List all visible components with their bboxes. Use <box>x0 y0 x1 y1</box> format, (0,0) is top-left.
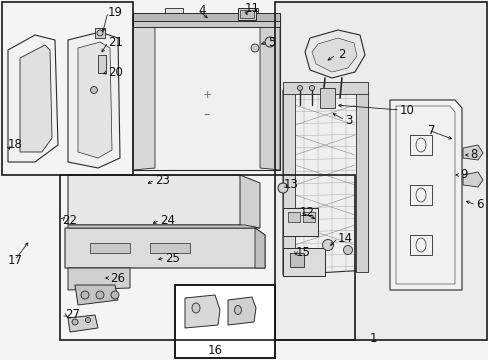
Polygon shape <box>305 30 364 78</box>
Bar <box>274 2 486 340</box>
Ellipse shape <box>343 246 352 255</box>
Text: 23: 23 <box>155 174 169 186</box>
Text: 25: 25 <box>164 252 180 265</box>
Bar <box>283 248 325 276</box>
Bar <box>240 10 253 18</box>
Text: 22: 22 <box>62 213 77 226</box>
Text: 5: 5 <box>267 36 275 49</box>
Polygon shape <box>68 32 120 168</box>
Text: 8: 8 <box>469 148 476 162</box>
Polygon shape <box>75 285 118 305</box>
Text: 17: 17 <box>8 253 23 266</box>
Text: 13: 13 <box>284 179 298 192</box>
Polygon shape <box>462 172 482 187</box>
Text: 19: 19 <box>108 5 123 18</box>
Ellipse shape <box>250 44 259 52</box>
Bar <box>133 15 280 27</box>
Ellipse shape <box>96 291 104 299</box>
Text: 6: 6 <box>475 198 483 211</box>
Polygon shape <box>68 268 130 290</box>
Bar <box>409 185 431 205</box>
Text: 11: 11 <box>244 1 260 14</box>
Bar <box>238 8 256 20</box>
Ellipse shape <box>97 30 103 36</box>
Polygon shape <box>389 100 461 290</box>
Polygon shape <box>133 15 280 170</box>
Text: 16: 16 <box>207 343 222 356</box>
Text: 9: 9 <box>459 168 467 181</box>
Polygon shape <box>65 228 264 268</box>
Text: –: – <box>203 108 210 122</box>
Text: +: + <box>202 90 211 100</box>
Ellipse shape <box>81 291 89 299</box>
Text: 15: 15 <box>295 246 310 258</box>
Bar <box>95 28 105 38</box>
Text: 24: 24 <box>160 213 175 226</box>
Polygon shape <box>240 175 260 228</box>
Bar <box>175 285 274 358</box>
Text: 7: 7 <box>427 123 435 136</box>
Text: 26: 26 <box>110 271 125 284</box>
Ellipse shape <box>192 303 200 313</box>
Text: 1: 1 <box>369 332 377 345</box>
Bar <box>355 92 367 272</box>
Polygon shape <box>68 315 98 332</box>
Bar <box>60 175 354 340</box>
Text: 10: 10 <box>399 104 414 117</box>
Bar <box>283 90 294 272</box>
Polygon shape <box>283 85 367 275</box>
Bar <box>409 135 431 155</box>
Text: 14: 14 <box>337 231 352 244</box>
Polygon shape <box>462 145 482 160</box>
Bar <box>164 8 183 18</box>
Bar <box>133 13 280 21</box>
Ellipse shape <box>309 85 314 90</box>
Text: 18: 18 <box>8 139 23 152</box>
Text: 21: 21 <box>108 36 123 49</box>
Bar <box>2 2 133 175</box>
Polygon shape <box>260 15 280 170</box>
Text: 2: 2 <box>337 49 345 62</box>
Polygon shape <box>133 15 155 170</box>
Bar <box>409 235 431 255</box>
Polygon shape <box>68 175 244 225</box>
Bar <box>90 243 130 253</box>
Bar <box>283 208 317 236</box>
Bar <box>319 88 334 108</box>
Polygon shape <box>8 35 58 162</box>
Bar <box>240 8 258 18</box>
Polygon shape <box>184 295 220 328</box>
Ellipse shape <box>111 291 119 299</box>
Text: 3: 3 <box>345 113 352 126</box>
Bar <box>283 82 367 94</box>
Polygon shape <box>78 42 112 158</box>
Ellipse shape <box>322 239 333 251</box>
Polygon shape <box>227 297 256 325</box>
Ellipse shape <box>297 85 302 90</box>
Text: 27: 27 <box>65 309 80 321</box>
Ellipse shape <box>278 183 287 193</box>
Ellipse shape <box>72 319 78 325</box>
Polygon shape <box>274 2 486 340</box>
Ellipse shape <box>234 306 241 315</box>
Bar <box>289 253 304 267</box>
Bar <box>175 285 274 358</box>
Polygon shape <box>254 228 264 268</box>
Ellipse shape <box>264 37 274 47</box>
Text: 4: 4 <box>198 4 205 17</box>
Text: 12: 12 <box>299 206 314 219</box>
Bar <box>287 212 299 222</box>
Ellipse shape <box>90 86 97 94</box>
Polygon shape <box>311 38 356 72</box>
Polygon shape <box>20 45 52 152</box>
Bar <box>98 55 106 73</box>
Polygon shape <box>68 225 260 228</box>
Text: 20: 20 <box>108 66 122 78</box>
Bar <box>303 212 314 222</box>
Ellipse shape <box>85 318 90 323</box>
Bar <box>150 243 190 253</box>
